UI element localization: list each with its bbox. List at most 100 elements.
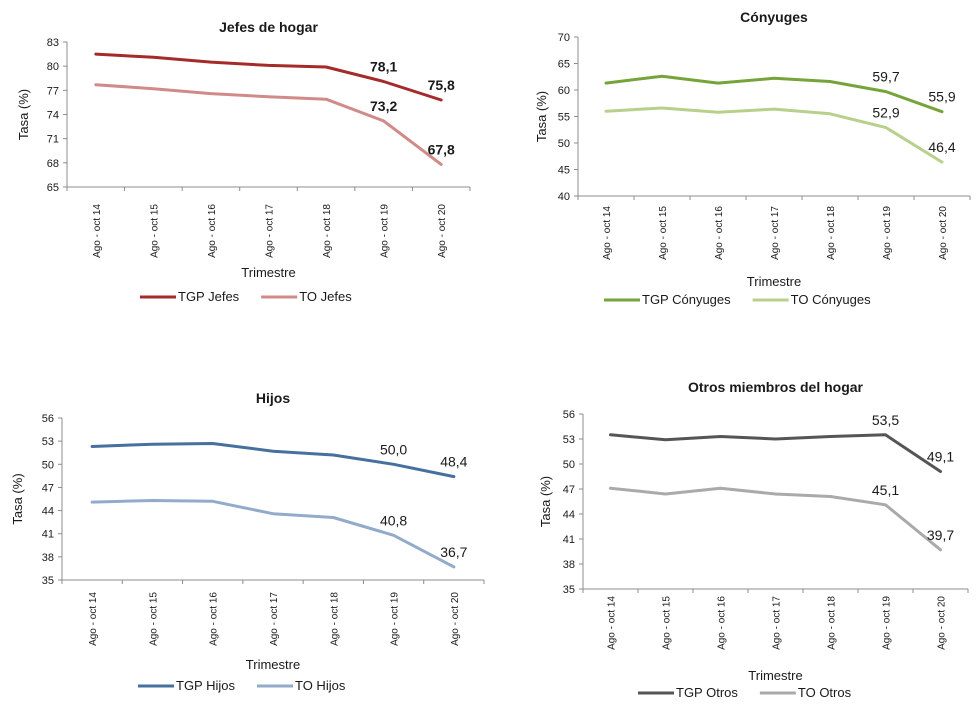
data-label: 36,7 — [440, 544, 467, 560]
x-category-label: Ago - oct 19 — [390, 592, 401, 646]
y-tick-label: 44 — [42, 506, 54, 518]
data-label: 49,1 — [927, 449, 954, 465]
x-category-label: Ago - oct 15 — [658, 206, 669, 260]
legend-label: TO Jefes — [299, 289, 352, 304]
chart-title: Otros miembros del hogar — [688, 379, 864, 395]
y-tick-label: 45 — [558, 165, 570, 177]
y-tick-label: 53 — [42, 436, 54, 448]
series-line-tgp-otros — [609, 433, 942, 473]
y-tick-label: 74 — [47, 110, 59, 122]
y-tick-label: 44 — [563, 509, 575, 521]
y-tick-label: 83 — [47, 37, 59, 49]
y-tick-label: 47 — [42, 482, 54, 494]
x-category-label: Ago - oct 17 — [269, 592, 280, 646]
y-tick-label: 56 — [42, 413, 54, 425]
series-line-to-cónyuges — [604, 106, 944, 164]
x-category-label: Ago - oct 14 — [92, 204, 103, 258]
x-category-label: Ago - oct 18 — [826, 206, 837, 260]
y-axis-label: Tasa (%) — [16, 89, 31, 140]
x-category-label: Ago - oct 17 — [772, 596, 783, 650]
x-category-label: Ago - oct 14 — [88, 592, 99, 646]
x-category-label: Ago - oct 19 — [882, 206, 893, 260]
y-axis-label: Tasa (%) — [534, 91, 549, 142]
y-tick-label: 38 — [563, 559, 575, 571]
data-label: 48,4 — [440, 454, 467, 470]
x-category-label: Ago - oct 16 — [717, 596, 728, 650]
x-axis-label: Trimestre — [246, 657, 300, 672]
y-tick-label: 50 — [558, 138, 570, 150]
data-label: 39,7 — [927, 527, 954, 543]
x-category-label: Ago - oct 17 — [265, 204, 276, 258]
series-line-tgp-jefes — [94, 52, 443, 102]
data-label: 50,0 — [380, 441, 407, 457]
legend-label: TGP Hijos — [176, 678, 235, 693]
chart-conyuges: Cónyuges 40 45 50 55 60 65 70 Ago - oct 14 Ago - … — [534, 9, 971, 307]
legend-label: TGP Cónyuges — [642, 292, 731, 307]
x-category-label: Ago - oct 16 — [209, 592, 220, 646]
y-tick-label: 77 — [47, 85, 59, 97]
x-category-label: Ago - oct 18 — [827, 596, 838, 650]
x-axis-label: Trimestre — [748, 668, 802, 683]
x-category-label: Ago - oct 18 — [322, 204, 333, 258]
chart-hijos: Hijos 35 38 41 44 47 50 53 56 Ago - oct 14 Ago - o… — [10, 390, 485, 693]
x-category-label: Ago - oct 20 — [450, 592, 461, 646]
y-tick-label: 80 — [47, 61, 59, 73]
data-label: 78,1 — [370, 58, 397, 74]
y-tick-label: 40 — [558, 191, 570, 203]
y-tick-label: 65 — [47, 182, 59, 194]
data-label: 67,8 — [428, 141, 455, 157]
y-tick-label: 65 — [558, 59, 570, 71]
y-axis-label: Tasa (%) — [538, 476, 553, 527]
y-tick-label: 53 — [563, 434, 575, 446]
x-category-label: Ago - oct 16 — [207, 204, 218, 258]
y-tick-label: 41 — [42, 529, 54, 541]
data-label: 46,4 — [928, 139, 955, 155]
y-tick-label: 41 — [563, 534, 575, 546]
data-label: 53,5 — [872, 412, 899, 428]
data-label: 52,9 — [872, 105, 899, 121]
x-axis-label: Trimestre — [747, 274, 801, 289]
x-category-label: Ago - oct 19 — [380, 204, 391, 258]
chart-title: Hijos — [256, 390, 290, 406]
x-category-label: Ago - oct 20 — [938, 206, 949, 260]
x-category-label: Ago - oct 20 — [437, 204, 448, 258]
x-category-label: Ago - oct 18 — [329, 592, 340, 646]
series-line-to-hijos — [90, 499, 456, 569]
series-line-to-otros — [609, 486, 942, 552]
y-tick-label: 68 — [47, 158, 59, 170]
chart-jefes-de-hogar: Jefes de hogar 65 68 71 74 77 80 83 Ago - oct 14… — [16, 19, 471, 304]
x-category-label: Ago - oct 15 — [148, 592, 159, 646]
x-category-label: Ago - oct 20 — [937, 596, 948, 650]
legend-label: TGP Jefes — [178, 289, 240, 304]
y-tick-label: 56 — [563, 409, 575, 421]
x-category-label: Ago - oct 14 — [607, 596, 618, 650]
y-tick-label: 60 — [558, 85, 570, 97]
x-category-label: Ago - oct 14 — [602, 206, 613, 260]
y-tick-label: 35 — [563, 584, 575, 596]
data-label: 73,2 — [370, 98, 397, 114]
chart-otros-miembros: Otros miembros del hogar 35 38 41 44 47 50 53 56… — [538, 379, 969, 700]
x-category-label: Ago - oct 17 — [770, 206, 781, 260]
legend-label: TO Otros — [798, 685, 852, 700]
x-category-label: Ago - oct 15 — [149, 204, 160, 258]
chart-title: Jefes de hogar — [219, 19, 318, 35]
y-tick-label: 71 — [47, 134, 59, 146]
y-tick-label: 55 — [558, 112, 570, 124]
y-tick-label: 35 — [42, 575, 54, 587]
y-tick-label: 50 — [42, 459, 54, 471]
data-label: 55,9 — [928, 89, 955, 105]
y-tick-label: 38 — [42, 552, 54, 564]
y-tick-label: 50 — [563, 459, 575, 471]
series-line-tgp-hijos — [90, 442, 456, 479]
y-tick-label: 70 — [558, 32, 570, 44]
chart-title: Cónyuges — [740, 9, 808, 25]
data-label: 59,7 — [872, 69, 899, 85]
series-line-to-jefes — [94, 83, 443, 166]
series-line-tgp-cónyuges — [604, 74, 944, 114]
x-category-label: Ago - oct 15 — [662, 596, 673, 650]
x-category-label: Ago - oct 19 — [882, 596, 893, 650]
legend-label: TGP Otros — [676, 685, 738, 700]
legend-label: TO Cónyuges — [791, 292, 871, 307]
data-label: 75,8 — [428, 77, 455, 93]
